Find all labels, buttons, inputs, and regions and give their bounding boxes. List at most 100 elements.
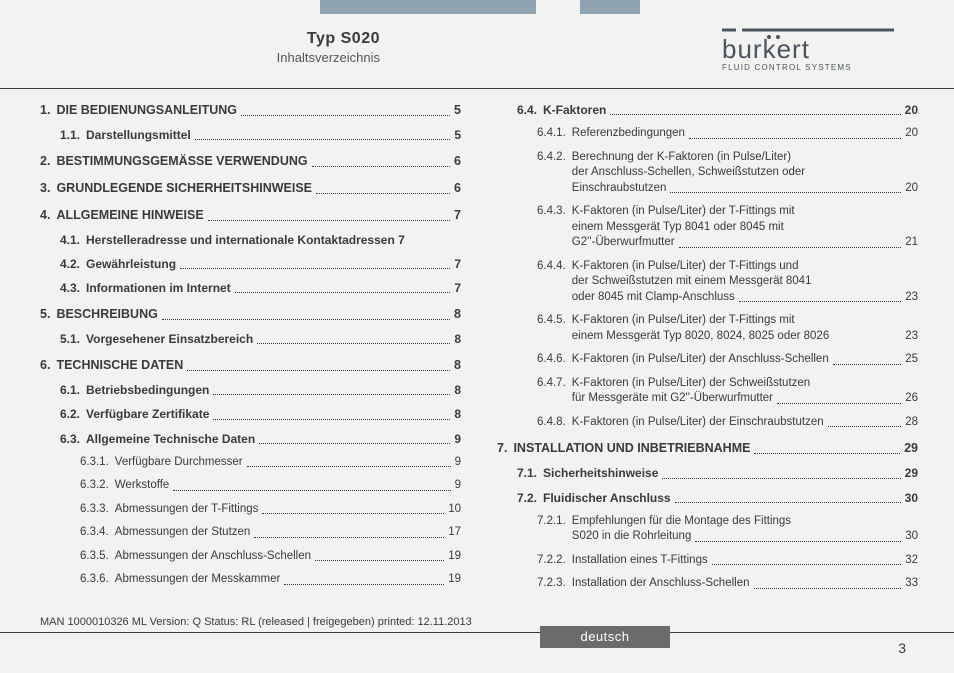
- toc-number: 4.2.: [60, 256, 80, 272]
- toc-page: 8: [454, 382, 461, 398]
- toc-entry: 6.3.3.Abmessungen der T-Fittings10: [40, 502, 461, 518]
- toc-number: 6.4.4.: [537, 259, 566, 275]
- toc-text: Installation der Anschluss-Schellen: [572, 576, 750, 592]
- toc-number: 6.3.1.: [80, 455, 109, 471]
- page-number: 3: [898, 640, 906, 656]
- toc-entry: 4.1.Herstelleradresse und internationale…: [40, 232, 461, 248]
- toc-number: 6.4.6.: [537, 352, 566, 368]
- toc-number: 2.: [40, 153, 50, 170]
- toc-number: 5.1.: [60, 331, 80, 347]
- toc-number: 6.2.: [60, 406, 80, 422]
- toc-page: 32: [905, 553, 918, 569]
- toc-page: 8: [454, 331, 461, 347]
- toc-number: 4.: [40, 207, 50, 224]
- toc-entry: 6. TECHNISCHE DATEN 8: [40, 357, 461, 374]
- toc-text: Referenzbedingungen: [572, 126, 685, 142]
- toc-text: Empfehlungen für die Montage des Fitting…: [572, 514, 918, 545]
- toc-entry: 1.1.Darstellungsmittel5: [40, 127, 461, 143]
- toc-number: 6.4.7.: [537, 376, 566, 392]
- toc-number: 6.3.3.: [80, 502, 109, 518]
- toc-number: 7.2.2.: [537, 553, 566, 569]
- toc-text: K-Faktoren (in Pulse/Liter) der T-Fittin…: [572, 204, 918, 251]
- toc-entry: 6.3.1.Verfügbare Durchmesser9: [40, 455, 461, 471]
- toc-text: Verfügbare Zertifikate: [86, 406, 209, 422]
- toc-number: 6.3.6.: [80, 572, 109, 588]
- toc-entry: 4.3.Informationen im Internet7: [40, 280, 461, 296]
- toc-number: 6.3.4.: [80, 525, 109, 541]
- toc-text: Vorgesehener Einsatzbereich: [86, 331, 253, 347]
- toc-text: K-Faktoren (in Pulse/Liter) der T-Fittin…: [572, 259, 918, 306]
- toc-text: GRUNDLEGENDE SICHERHEITSHINWEISE: [56, 180, 312, 197]
- toc-text: K-Faktoren (in Pulse/Liter) der Anschlus…: [572, 352, 829, 368]
- toc-page: 26: [905, 391, 918, 407]
- toc-page: 33: [905, 576, 918, 592]
- svg-text:burkert: burkert: [722, 34, 810, 64]
- accent-segment: [320, 0, 536, 14]
- toc-page: 17: [448, 525, 461, 541]
- toc-page: 6: [454, 180, 461, 197]
- toc-text: TECHNISCHE DATEN: [56, 357, 183, 374]
- toc-entry: 6.3.6.Abmessungen der Messkammer19: [40, 572, 461, 588]
- toc-page: 19: [448, 549, 461, 565]
- toc-page: 23: [905, 329, 918, 345]
- toc-page: 7: [454, 207, 461, 224]
- toc-number: 6.4.3.: [537, 204, 566, 220]
- toc-number: 7.1.: [517, 465, 537, 481]
- toc-number: 1.: [40, 102, 50, 119]
- svg-text:FLUID CONTROL SYSTEMS: FLUID CONTROL SYSTEMS: [722, 63, 852, 72]
- toc-page: 30: [905, 529, 918, 545]
- toc-number: 6.4.1.: [537, 126, 566, 142]
- toc-entry: 6.3.5. Abmessungen der Anschluss-Schellen…: [40, 549, 461, 565]
- toc-number: 3.: [40, 180, 50, 197]
- toc-entry: 7.INSTALLATION UND INBETRIEBNAHME29: [497, 440, 918, 457]
- toc-entry: 4.2.Gewährleistung7: [40, 256, 461, 272]
- toc-text: Informationen im Internet: [86, 280, 231, 296]
- toc-text: K-Faktoren: [543, 102, 606, 118]
- toc-entry: 6.3.2.Werkstoffe9: [40, 478, 461, 494]
- toc-text: Darstellungsmittel: [86, 127, 191, 143]
- toc-page: 8: [454, 306, 461, 323]
- toc-text: Abmessungen der Anschluss-Schellen: [115, 549, 311, 565]
- toc-text: Fluidischer Anschluss: [543, 490, 671, 506]
- toc-text: K-Faktoren (in Pulse/Liter) der Einschra…: [572, 415, 824, 431]
- toc-entry: 7.2.3. Installation der Anschluss-Schelle…: [497, 576, 918, 592]
- toc-number: 6.1.: [60, 382, 80, 398]
- toc-text: INSTALLATION UND INBETRIEBNAHME: [513, 440, 750, 457]
- toc-entry: 7.2.2.Installation eines T-Fittings32: [497, 553, 918, 569]
- accent-segment: [580, 0, 640, 14]
- toc-page: 20: [905, 102, 918, 118]
- language-tab: deutsch: [540, 626, 670, 648]
- toc-text: Allgemeine Technische Daten: [86, 431, 255, 447]
- toc-column-right: 6.4.K-Faktoren206.4.1.Referenzbedingunge…: [497, 102, 918, 614]
- toc-text: BESCHREIBUNG: [56, 306, 157, 323]
- doc-subtitle: Inhaltsverzeichnis: [120, 50, 380, 65]
- toc-entry: 5. BESCHREIBUNG 8: [40, 306, 461, 323]
- page-header: Typ S020 Inhaltsverzeichnis burkert FLUI…: [0, 20, 954, 80]
- toc-page: 9: [455, 455, 461, 471]
- toc-text: K-Faktoren (in Pulse/Liter) der T-Fittin…: [572, 313, 918, 344]
- toc-text: Sicherheitshinweise: [543, 465, 658, 481]
- toc-text: ALLGEMEINE HINWEISE: [56, 207, 203, 224]
- toc-text: Werkstoffe: [115, 478, 170, 494]
- toc-entry: 6.1.Betriebsbedingungen8: [40, 382, 461, 398]
- toc-page: 9: [454, 431, 461, 447]
- toc-entry: 6.4.2.Berechnung der K-Faktoren (in Puls…: [497, 150, 918, 197]
- toc-entry: 7.2.1.Empfehlungen für die Montage des F…: [497, 514, 918, 545]
- toc-text: K-Faktoren (in Pulse/Liter) der Schweißs…: [572, 376, 918, 407]
- toc-entry: 7.1. Sicherheitshinweise 29: [497, 465, 918, 481]
- toc-number: 7.2.3.: [537, 576, 566, 592]
- toc-text: Abmessungen der T-Fittings: [115, 502, 259, 518]
- toc-page: 29: [905, 465, 918, 481]
- toc-number: 6.: [40, 357, 50, 374]
- toc-number: 7.: [497, 440, 507, 457]
- toc-entry: 7.2.Fluidischer Anschluss30: [497, 490, 918, 506]
- toc-entry: 6.4.K-Faktoren20: [497, 102, 918, 118]
- toc-page: 8: [454, 357, 461, 374]
- toc-page: 28: [905, 415, 918, 431]
- toc-number: 6.3.2.: [80, 478, 109, 494]
- toc-number: 5.: [40, 306, 50, 323]
- toc-entry: 6.4.4. K-Faktoren (in Pulse/Liter) der T-…: [497, 259, 918, 306]
- toc-number: 6.3.5.: [80, 549, 109, 565]
- toc-entry: 6.4.6. K-Faktoren (in Pulse/Liter) der An…: [497, 352, 918, 368]
- toc-page: 30: [905, 490, 918, 506]
